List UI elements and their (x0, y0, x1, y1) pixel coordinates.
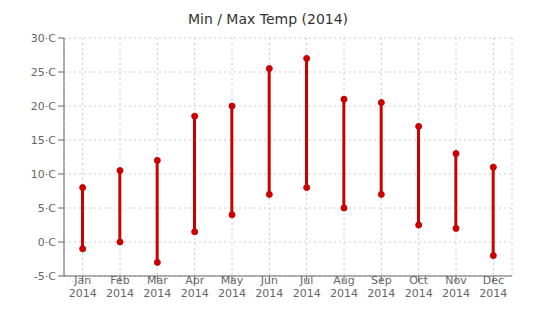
svg-text:20·C: 20·C (31, 100, 56, 113)
svg-text:15·C: 15·C (31, 134, 56, 147)
svg-text:Sep2014: Sep2014 (367, 274, 395, 300)
svg-text:25·C: 25·C (31, 66, 56, 79)
html-text:Min / Max Temp (2014): Min / Max Temp (2014) (187, 11, 349, 27)
svg-text:Oct2014: Oct2014 (405, 274, 433, 300)
svg-text:Aug2014: Aug2014 (330, 274, 358, 300)
svg-text:30·C: 30·C (31, 32, 56, 45)
svg-text:10·C: 10·C (31, 168, 56, 181)
svg-text:Dec2014: Dec2014 (479, 274, 507, 300)
svg-text:Apr2014: Apr2014 (181, 274, 209, 300)
svg-text:Jan2014: Jan2014 (69, 274, 97, 300)
svg-text:May2014: May2014 (218, 274, 246, 300)
svg-text:Jul2014: Jul2014 (293, 274, 321, 300)
svg-text:-5·C: -5·C (34, 270, 56, 283)
svg-text:Nov2014: Nov2014 (442, 274, 470, 300)
svg-text:Mar2014: Mar2014 (143, 274, 171, 300)
svg-text:0·C: 0·C (38, 236, 56, 249)
svg-text:Jun2014: Jun2014 (255, 274, 283, 300)
svg-text:5·C: 5·C (38, 202, 56, 215)
svg-text:Feb2014: Feb2014 (106, 274, 134, 300)
